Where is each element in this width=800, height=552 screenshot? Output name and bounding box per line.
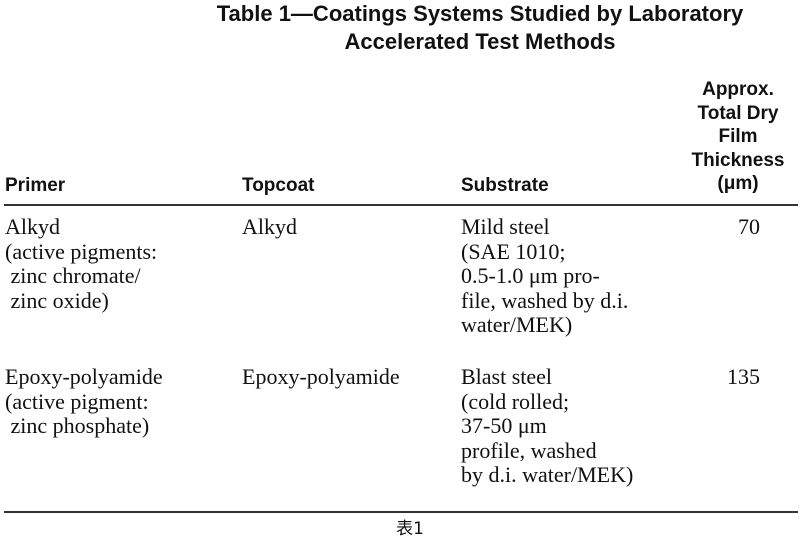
header-rule [4,204,798,206]
cell-thickness: 135 [727,364,760,389]
cell-substrate: Mild steel (SAE 1010; 0.5-1.0 μm pro- fi… [461,214,629,337]
header-thickness: Approx. Total Dry Film Thickness (μm) [691,79,785,194]
bottom-rule [4,511,798,513]
table-title-line1: Table 1—Coatings Systems Studied by Labo… [216,1,744,26]
cell-thickness: 70 [738,214,760,239]
cell-topcoat: Alkyd [242,214,297,239]
header-topcoat: Topcoat [242,175,315,196]
cell-primer: Alkyd (active pigments: zinc chromate/ z… [5,214,158,313]
cell-substrate: Blast steel (cold rolled; 37-50 μm profi… [461,364,634,487]
caption: 表1 [396,519,424,539]
cell-primer: Epoxy-polyamide (active pigment: zinc ph… [5,364,163,438]
table-title-line2: Accelerated Test Methods [344,29,616,54]
header-primer: Primer [5,175,66,196]
header-substrate: Substrate [461,175,549,196]
cell-topcoat: Epoxy-polyamide [242,364,400,389]
